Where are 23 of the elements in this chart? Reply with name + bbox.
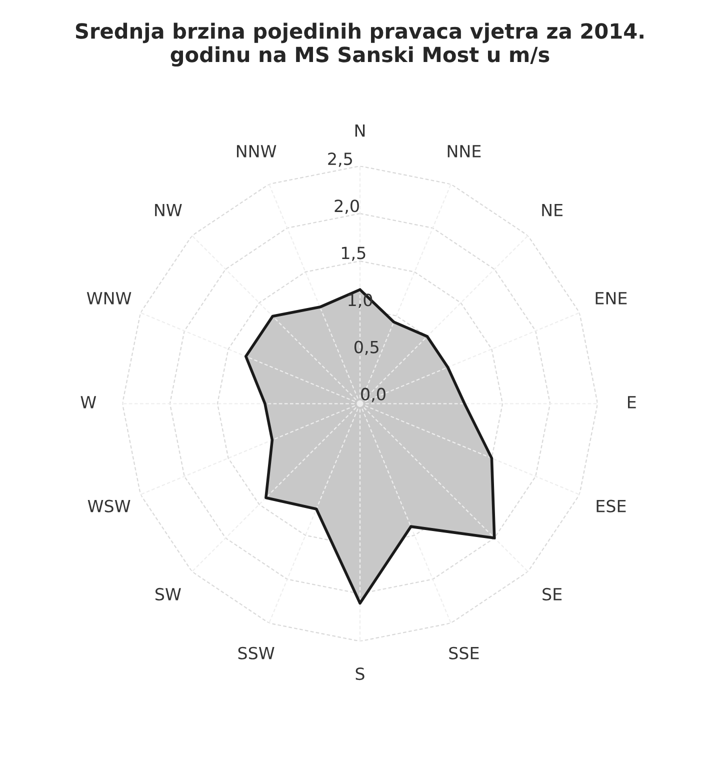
spoke-label: NE [542,204,562,216]
y-tick-label: 0,0 [361,388,386,402]
spoke-label: ESE [596,500,626,512]
spoke-label: NNW [236,145,276,158]
spoke-label: SE [542,588,562,601]
spoke-label: W [80,396,96,408]
spoke-label: S [356,667,364,680]
spoke-label: NW [155,204,182,216]
spoke-label: ENE [596,292,627,304]
spoke-label: SSE [449,646,479,660]
spoke-label: E [628,396,636,408]
spoke-label: SW [156,588,181,601]
y-tick-label: 0,5 [354,340,378,356]
y-tick-label: 1,5 [342,246,366,261]
chart-title: Srednja brzina pojedinih pravaca vjetra za 2014. godinu na MS Sanski Most u m/s [76,22,644,67]
y-tick-label: 1,0 [348,294,372,308]
spoke-label: SSW [238,646,274,660]
y-tick-label: 2,0 [334,200,359,214]
spoke-label: WNW [86,292,132,304]
spoke-label: NNE [448,145,481,158]
spoke-label: WSW [88,500,130,512]
spoke-label: N [355,124,365,137]
y-tick-label: 2,5 [328,152,352,167]
